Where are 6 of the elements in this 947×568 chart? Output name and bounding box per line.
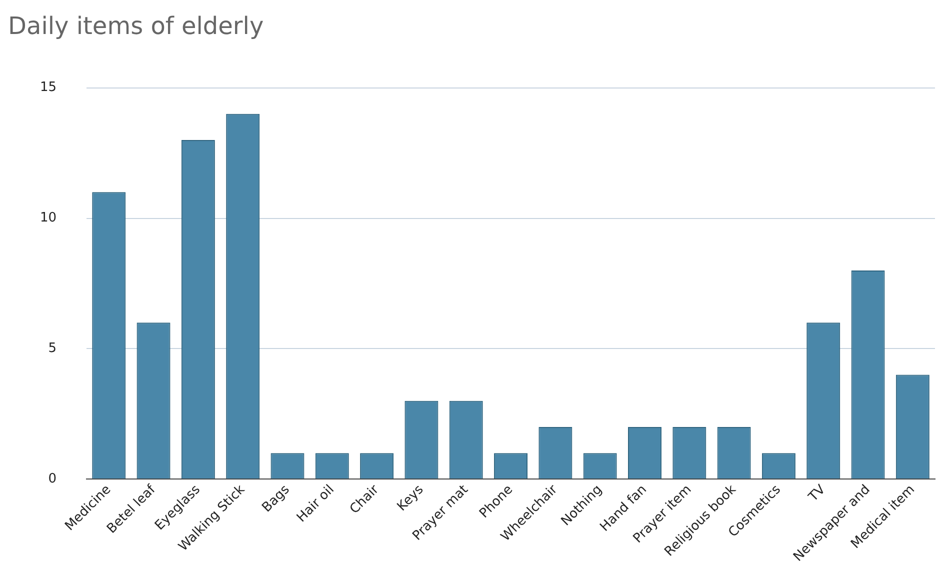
y-tick-label: 10 [40,210,57,226]
x-tick-label: TV [805,482,829,506]
y-tick-label: 5 [48,341,57,356]
y-tick-label: 0 [48,472,57,487]
chart-title: Daily items of elderly [8,12,264,40]
y-tick-label: 15 [40,80,57,96]
